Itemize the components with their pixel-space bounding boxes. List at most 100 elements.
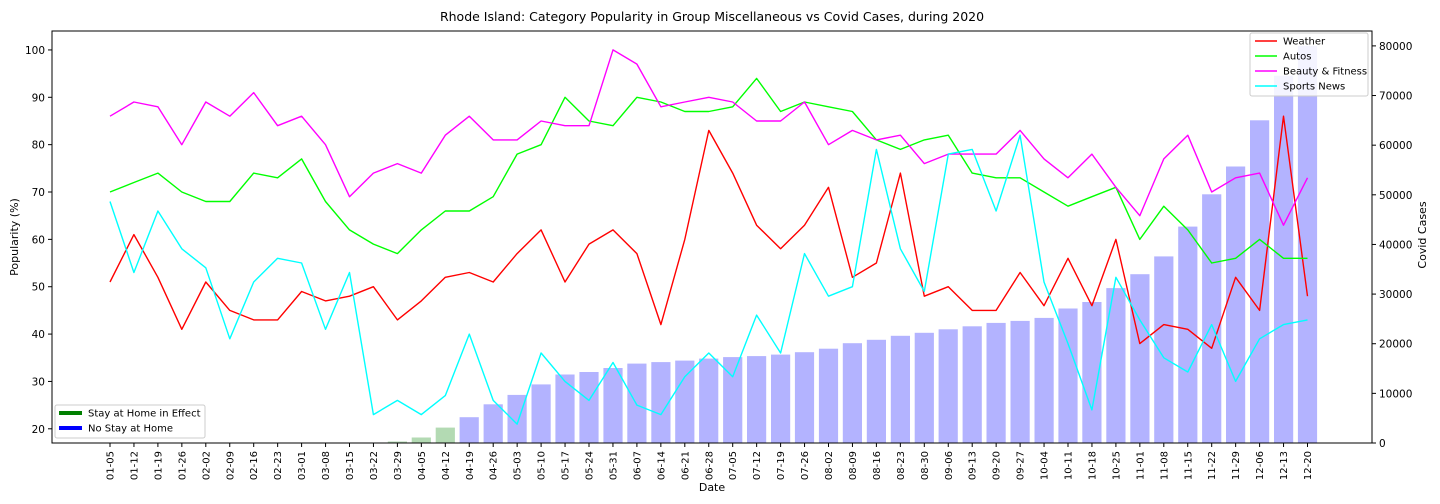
covid-bar-06-21 [675, 360, 695, 443]
x-axis-label: Date [699, 481, 726, 494]
x-tick-label: 11-01 [1135, 451, 1146, 480]
y2-tick-label: 50000 [1379, 190, 1412, 202]
x-tick-label: 05-17 [561, 451, 572, 480]
covid-bar-08-30 [914, 332, 934, 443]
y-axis-right: 0 10000 20000 30000 40000 50000 60000 70000 8000… [1372, 41, 1412, 450]
x-tick-label: 08-30 [920, 451, 931, 480]
x-tick-label: 12-20 [1303, 451, 1314, 480]
x-tick-label: 07-26 [800, 451, 811, 480]
y2-tick-label: 80000 [1379, 41, 1412, 53]
x-tick-label: 12-13 [1279, 451, 1290, 480]
covid-bar-06-14 [651, 362, 671, 443]
x-tick-label: 05-31 [608, 451, 619, 480]
x-tick-label: 04-12 [441, 451, 452, 480]
covid-bar-12-13 [1274, 75, 1294, 443]
y-tick-label: 30 [32, 376, 45, 388]
x-tick-label: 04-19 [465, 451, 476, 480]
legend-label: Beauty & Fitness [1283, 67, 1367, 78]
covid-bar-08-02 [818, 348, 839, 443]
covid-bars [387, 45, 1318, 444]
legend-label: Weather [1283, 37, 1326, 48]
x-tick-label: 02-16 [249, 451, 260, 480]
y-tick-label: 50 [32, 282, 45, 294]
covid-bar-09-20 [986, 322, 1006, 443]
x-tick-label: 11-29 [1231, 451, 1242, 480]
covid-bar-10-18 [1082, 302, 1102, 443]
x-tick-label: 10-25 [1111, 451, 1122, 480]
covid-bar-07-12 [747, 356, 767, 443]
x-tick-label: 01-19 [153, 451, 164, 480]
status-legend-label: No Stay at Home [88, 424, 173, 435]
covid-bar-07-26 [794, 352, 815, 443]
legend-label: Autos [1283, 52, 1311, 63]
y2-tick-label: 10000 [1379, 388, 1412, 400]
legend-box [1249, 32, 1369, 97]
chart-title: Rhode Island: Category Popularity in Gro… [440, 9, 984, 24]
y-tick-label: 80 [32, 140, 45, 152]
status-legend-label: Stay at Home in Effect [88, 409, 201, 420]
x-tick-label: 11-08 [1159, 451, 1170, 480]
y-tick-label: 40 [32, 329, 45, 341]
x-tick-label: 01-12 [129, 451, 140, 480]
x-tick-label: 04-05 [417, 451, 428, 480]
x-tick-label: 05-24 [585, 451, 596, 480]
covid-bar-10-25 [1106, 288, 1126, 443]
y2-tick-label: 70000 [1379, 91, 1412, 103]
covid-bar-05-03 [507, 394, 527, 443]
x-tick-label: 08-09 [848, 451, 859, 480]
series-legend: Weather Autos Beauty & Fitness Sports News [1249, 32, 1369, 97]
x-tick-label: 02-02 [201, 451, 212, 480]
status-legend: Stay at Home in Effect No Stay at Home [54, 404, 206, 439]
x-tick-label: 06-21 [680, 451, 691, 480]
covid-bar-12-20 [1297, 45, 1318, 444]
x-axis: 01-05 01-12 01-19 01-26 02-02 02-09 02-16 02-23… [106, 443, 1314, 480]
covid-bar-06-07 [627, 363, 647, 443]
covid-bar-06-28 [699, 358, 719, 443]
y-tick-label: 70 [32, 187, 45, 199]
x-tick-label: 07-05 [728, 451, 739, 480]
status-legend-box [54, 404, 206, 439]
covid-bar-10-04 [1034, 317, 1054, 443]
x-tick-label: 10-18 [1087, 451, 1098, 480]
x-tick-label: 06-14 [656, 451, 667, 480]
x-tick-label: 03-08 [321, 451, 332, 480]
x-tick-label: 06-07 [632, 451, 643, 480]
x-tick-label: 04-26 [489, 451, 500, 480]
x-tick-label: 08-16 [872, 451, 883, 480]
covid-bar-05-31 [603, 368, 623, 443]
covid-bar-04-12 [435, 427, 455, 443]
y-axis-left: 20 30 40 50 60 70 80 90 100 [25, 45, 52, 436]
covid-bar-11-15 [1178, 226, 1198, 443]
series-line-beauty-fitness [109, 49, 1309, 226]
covid-bar-11-29 [1226, 166, 1246, 443]
series-line-weather [109, 115, 1309, 349]
covid-bar-08-09 [842, 343, 862, 443]
x-tick-label: 12-06 [1255, 451, 1266, 480]
covid-bar-11-22 [1202, 194, 1222, 443]
x-tick-label: 11-15 [1183, 451, 1194, 480]
x-tick-label: 05-03 [513, 451, 524, 480]
x-tick-label: 06-28 [704, 451, 715, 480]
covid-bar-05-10 [531, 384, 551, 443]
x-tick-label: 07-12 [752, 451, 763, 480]
x-tick-label: 02-23 [273, 451, 284, 480]
covid-bar-09-27 [1010, 320, 1030, 443]
x-tick-label: 08-23 [896, 451, 907, 480]
y2-tick-label: 0 [1379, 438, 1386, 450]
x-tick-label: 03-29 [393, 451, 404, 480]
x-tick-label: 02-09 [225, 451, 236, 480]
covid-bar-04-19 [459, 417, 479, 443]
covid-bar-03-29 [387, 441, 407, 443]
y-tick-label: 20 [32, 424, 45, 436]
y2-tick-label: 60000 [1379, 140, 1412, 152]
x-tick-label: 05-10 [537, 451, 548, 480]
x-tick-label: 07-19 [776, 451, 787, 480]
x-tick-label: 09-20 [992, 451, 1003, 480]
y-axis-label: Popularity (%) [8, 198, 21, 276]
x-tick-label: 03-01 [297, 451, 308, 480]
y2-tick-label: 40000 [1379, 239, 1412, 251]
x-tick-label: 01-05 [106, 451, 117, 480]
x-tick-label: 10-04 [1040, 451, 1051, 480]
x-tick-label: 03-15 [345, 451, 356, 480]
